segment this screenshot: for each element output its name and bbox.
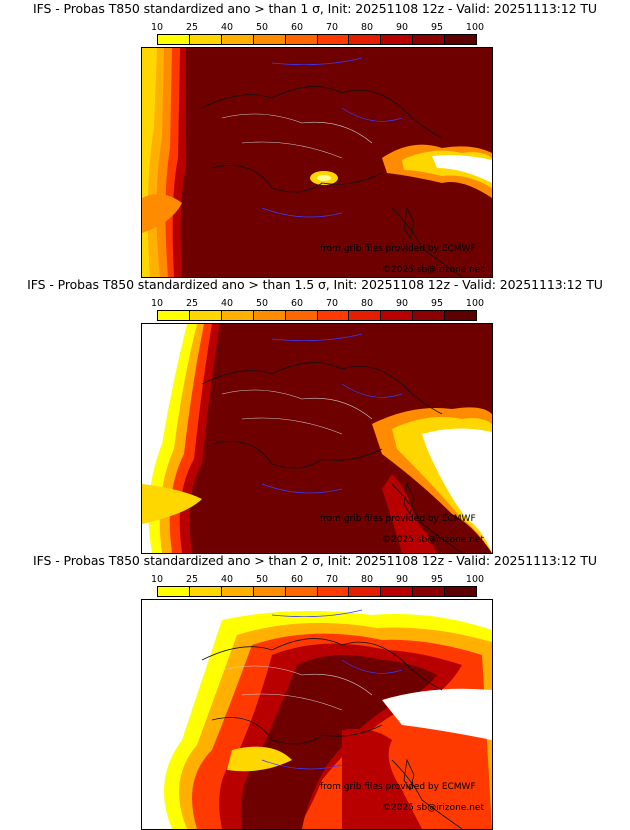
source-credit: from grib files provided by ECMWF <box>320 244 476 254</box>
colorbar-label: 95 <box>430 22 444 33</box>
colorbar-swatch <box>413 311 446 320</box>
colorbar-swatch <box>285 311 318 320</box>
colorbar-label: 10 <box>150 298 164 309</box>
colorbar-swatch <box>445 35 477 44</box>
colorbar-label: 90 <box>395 298 409 309</box>
panel-title: IFS - Probas T850 standardized ano > tha… <box>27 277 603 292</box>
colorbar-swatch <box>253 35 286 44</box>
colorbar-label: 50 <box>255 574 269 585</box>
colorbar-label: 25 <box>185 574 199 585</box>
colorbar-swatch <box>381 587 414 596</box>
colorbar-swatch <box>189 311 222 320</box>
probability-map[interactable] <box>141 599 493 830</box>
panel-title: IFS - Probas T850 standardized ano > tha… <box>33 553 597 568</box>
colorbar-label: 10 <box>150 22 164 33</box>
colorbar-swatch <box>317 311 350 320</box>
colorbar-swatch <box>221 311 254 320</box>
colorbar-label: 95 <box>430 298 444 309</box>
colorbar-swatch <box>253 587 286 596</box>
colorbar-swatch <box>445 311 477 320</box>
colorbar-label: 90 <box>395 22 409 33</box>
colorbar-swatch <box>158 587 190 596</box>
colorbar-label: 70 <box>325 298 339 309</box>
colorbar-label: 80 <box>360 574 374 585</box>
colorbar-swatch <box>158 311 190 320</box>
colorbar-label: 25 <box>185 22 199 33</box>
colorbar-label: 50 <box>255 298 269 309</box>
colorbar-swatch <box>317 35 350 44</box>
colorbar-label: 90 <box>395 574 409 585</box>
colorbar-label: 70 <box>325 574 339 585</box>
colorbar-swatch <box>445 587 477 596</box>
colorbar-labels: 10 25 40 50 60 70 80 90 95 100 <box>151 298 484 310</box>
colorbar-label: 60 <box>290 298 304 309</box>
colorbar-label: 70 <box>325 22 339 33</box>
colorbar-swatch <box>285 35 318 44</box>
colorbar-label: 80 <box>360 22 374 33</box>
colorbar-label: 60 <box>290 574 304 585</box>
copyright-credit: ©2025 sb@irizone.net <box>382 535 484 545</box>
colorbar-label: 40 <box>220 574 234 585</box>
copyright-credit: ©2025 sb@irizone.net <box>382 265 484 275</box>
colorbar-label: 50 <box>255 22 269 33</box>
colorbar-label: 95 <box>430 574 444 585</box>
colorbar-label: 80 <box>360 298 374 309</box>
colorbar-swatch <box>253 311 286 320</box>
colorbar-label: 40 <box>220 22 234 33</box>
colorbar-swatch <box>413 587 446 596</box>
panel-title: IFS - Probas T850 standardized ano > tha… <box>33 1 597 16</box>
panel-2-sigma: IFS - Probas T850 standardized ano > tha… <box>0 552 630 830</box>
colorbar-labels: 10 25 40 50 60 70 80 90 95 100 <box>151 574 484 586</box>
probability-map[interactable] <box>141 323 493 554</box>
colorbar <box>157 586 477 597</box>
colorbar-label: 60 <box>290 22 304 33</box>
colorbar-label: 40 <box>220 298 234 309</box>
colorbar-swatch <box>349 311 382 320</box>
colorbar-swatch <box>349 35 382 44</box>
colorbar-swatch <box>221 35 254 44</box>
colorbar-swatch <box>381 311 414 320</box>
colorbar <box>157 310 477 321</box>
colorbar-swatch <box>158 35 190 44</box>
probability-map[interactable] <box>141 47 493 278</box>
colorbar-swatch <box>381 35 414 44</box>
colorbar-swatch <box>189 587 222 596</box>
panel-1-sigma: IFS - Probas T850 standardized ano > tha… <box>0 0 630 278</box>
colorbar-label: 100 <box>465 298 485 309</box>
colorbar <box>157 34 477 45</box>
colorbar-label: 10 <box>150 574 164 585</box>
panel-1-5-sigma: IFS - Probas T850 standardized ano > tha… <box>0 276 630 554</box>
source-credit: from grib files provided by ECMWF <box>320 782 476 792</box>
colorbar-labels: 10 25 40 50 60 70 80 90 95 100 <box>151 22 484 34</box>
colorbar-swatch <box>413 35 446 44</box>
colorbar-swatch <box>221 587 254 596</box>
colorbar-swatch <box>317 587 350 596</box>
copyright-credit: ©2025 sb@irizone.net <box>382 803 484 813</box>
colorbar-label: 25 <box>185 298 199 309</box>
colorbar-swatch <box>349 587 382 596</box>
colorbar-label: 100 <box>465 574 485 585</box>
colorbar-swatch <box>285 587 318 596</box>
colorbar-label: 100 <box>465 22 485 33</box>
source-credit: from grib files provided by ECMWF <box>320 514 476 524</box>
colorbar-swatch <box>189 35 222 44</box>
